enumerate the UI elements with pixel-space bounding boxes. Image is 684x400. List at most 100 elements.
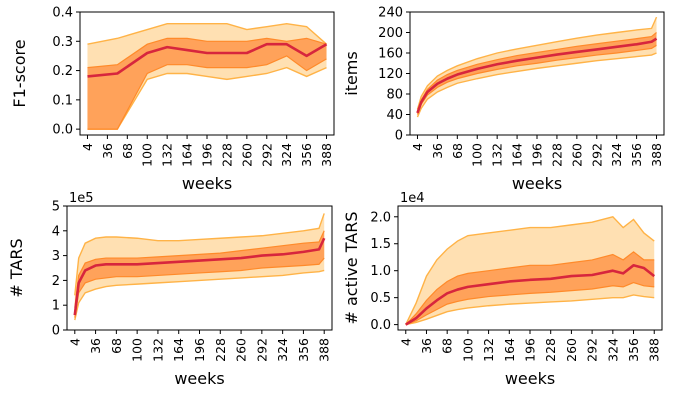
x-tick-label: 196 [523, 338, 538, 362]
y-tick-label: 120 [378, 67, 403, 82]
x-tick-label: 228 [219, 143, 234, 167]
outer-upper-line [416, 16, 658, 110]
x-tick-label: 68 [120, 143, 135, 159]
x-tick-label: 228 [549, 143, 564, 167]
y-axis-label: # active TARS [342, 212, 361, 325]
y-tick-label: 0.3 [52, 35, 73, 50]
y-axis-label: # TARS [7, 238, 26, 297]
x-tick-label: 196 [530, 143, 545, 167]
x-tick-label: 260 [569, 143, 584, 167]
x-tick-label: 100 [140, 143, 155, 167]
y-tick-label: 160 [378, 47, 403, 62]
outer-lower-line [74, 269, 325, 321]
median-line [73, 237, 326, 316]
x-tick-label: 388 [317, 338, 332, 362]
inner-band [405, 251, 655, 325]
y-tick-label: 80 [386, 88, 403, 103]
x-tick-label: 228 [543, 338, 558, 362]
inner-lower-line [416, 44, 657, 115]
x-tick-label: 260 [234, 338, 249, 362]
plot-area [416, 16, 658, 118]
y-tick-label: 0.4 [52, 6, 73, 21]
inner-upper-line [87, 37, 327, 69]
x-tick-label: 36 [430, 143, 445, 159]
y-tick-label: 240 [378, 6, 403, 21]
x-tick-label: 164 [180, 143, 195, 167]
panel-3: 0 1 2 3 4 5 4 36 68 100 132 164 196 228 260 292 324 356 38… [7, 191, 333, 388]
plot-area [87, 23, 328, 130]
x-tick-label: 36 [100, 143, 115, 159]
x-tick-label: 356 [296, 338, 311, 362]
x-tick-label: 4 [80, 143, 95, 151]
x-tick-label: 324 [279, 143, 294, 167]
outer-lower-line [87, 66, 327, 130]
x-tick-label: 388 [647, 338, 662, 362]
x-tick-label: 164 [510, 143, 525, 167]
x-tick-label: 4 [410, 143, 425, 151]
y-tick-label: 0 [52, 324, 60, 339]
x-tick-label: 132 [490, 143, 505, 167]
x-tick-label: 356 [626, 338, 641, 362]
inner-lower-line [74, 257, 325, 318]
x-tick-label: 324 [275, 338, 290, 362]
x-tick-label: 260 [239, 143, 254, 167]
x-tick-label: 260 [564, 338, 579, 362]
x-tick-label: 36 [419, 338, 434, 354]
inner-band [74, 230, 325, 318]
y-scale-multiplier: 1e5 [69, 191, 94, 206]
x-tick-label: 100 [130, 338, 145, 362]
y-tick-label: 0.5 [370, 291, 391, 306]
outer-upper-line [87, 23, 327, 45]
median-line [87, 42, 328, 78]
x-tick-label: 228 [213, 338, 228, 362]
x-tick-label: 100 [460, 338, 475, 362]
x-axis-label: weeks [512, 174, 562, 193]
x-tick-label: 132 [160, 143, 175, 167]
x-tick-label: 292 [254, 338, 269, 362]
y-tick-label: 1.5 [370, 237, 391, 252]
y-tick-label: 0.0 [370, 318, 391, 333]
inner-upper-line [405, 251, 655, 326]
inner-lower-line [405, 281, 655, 326]
outer-band [417, 17, 657, 118]
y-tick-label: 2 [52, 274, 60, 289]
x-tick-label: 36 [88, 338, 103, 354]
x-tick-label: 68 [109, 338, 124, 354]
x-tick-label: 324 [605, 338, 620, 362]
x-tick-label: 388 [319, 143, 334, 167]
y-tick-label: 4 [52, 224, 60, 239]
inner-band [87, 38, 327, 130]
y-tick-label: 2.0 [370, 210, 391, 225]
x-tick-label: 68 [440, 338, 455, 354]
panel-4: 0.0 0.5 1.0 1.5 2.0 4 36 68 100 132 164 196 228 260 29… [342, 191, 663, 388]
x-tick-label: 388 [649, 143, 664, 167]
outer-upper-line [74, 213, 325, 296]
inner-upper-line [416, 32, 657, 112]
x-tick-label: 164 [171, 338, 186, 362]
y-tick-label: 3 [52, 249, 60, 264]
y-tick-label: 1.0 [370, 264, 391, 279]
inner-upper-line [74, 230, 325, 308]
median-line [405, 264, 656, 326]
x-tick-label: 356 [629, 143, 644, 167]
plot-area [405, 215, 656, 326]
x-tick-label: 292 [585, 338, 600, 362]
y-tick-label: 5 [52, 200, 60, 215]
x-tick-label: 4 [398, 338, 413, 346]
median-line [416, 37, 658, 114]
outer-lower-line [416, 52, 657, 118]
x-tick-label: 68 [450, 143, 465, 159]
x-tick-label: 164 [502, 338, 517, 362]
outer-upper-line [405, 215, 655, 325]
x-tick-label: 132 [481, 338, 496, 362]
y-axis-label: F1-score [10, 39, 29, 107]
x-tick-label: 356 [299, 143, 314, 167]
y-axis-label: items [342, 51, 361, 95]
y-tick-label: 0.0 [52, 123, 73, 138]
x-tick-label: 100 [470, 143, 485, 167]
y-scale-multiplier: 1e4 [400, 191, 425, 206]
panel-2: 0 40 80 120 160 200 240 4 36 68 100 132 164 196 228 260… [342, 6, 665, 193]
panel-1: 0.0 0.1 0.2 0.3 0.4 4 36 68 100 132 164 196 228 260 29… [10, 6, 335, 193]
x-tick-label: 292 [589, 143, 604, 167]
